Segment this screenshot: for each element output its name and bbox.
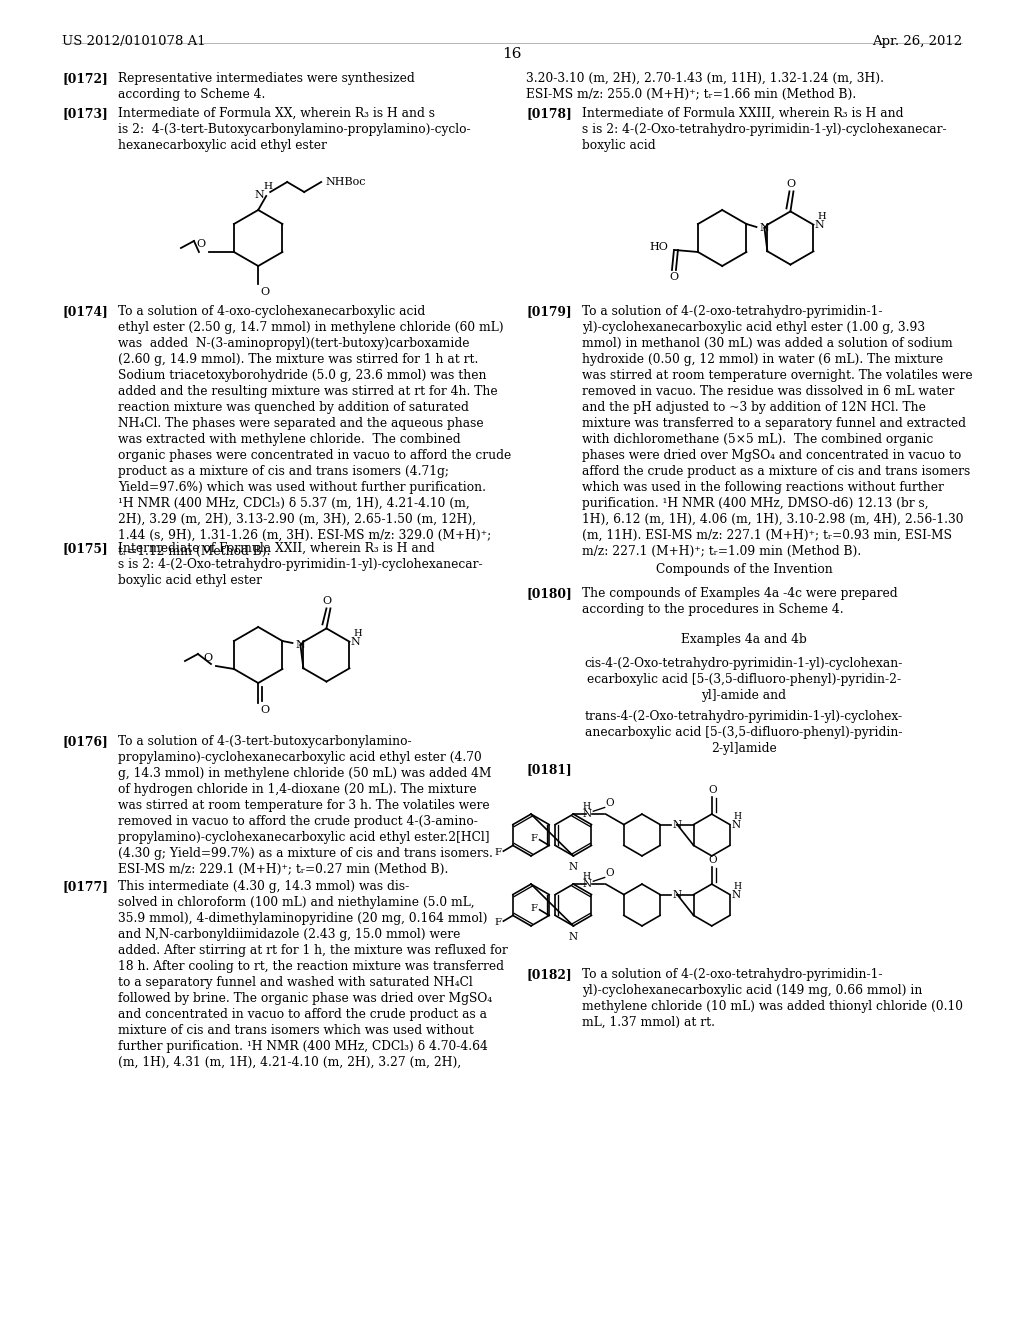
Text: To a solution of 4-(3-tert-butoxycarbonylamino-
propylamino)-cyclohexanecarboxyl: To a solution of 4-(3-tert-butoxycarbony…: [118, 735, 493, 876]
Text: N: N: [673, 820, 682, 829]
Text: 3.20-3.10 (m, 2H), 2.70-1.43 (m, 11H), 1.32-1.24 (m, 3H).
ESI-MS m/z: 255.0 (M+H: 3.20-3.10 (m, 2H), 2.70-1.43 (m, 11H), 1…: [526, 73, 884, 102]
Text: N: N: [582, 809, 591, 820]
Text: cis-4-(2-Oxo-tetrahydro-pyrimidin-1-yl)-cyclohexan-
ecarboxylic acid [5-(3,5-dif: cis-4-(2-Oxo-tetrahydro-pyrimidin-1-yl)-…: [585, 657, 903, 702]
Text: N: N: [582, 879, 591, 890]
Text: N: N: [568, 862, 578, 871]
Text: [0181]: [0181]: [526, 763, 571, 776]
Text: N: N: [254, 190, 264, 201]
Text: [0179]: [0179]: [526, 305, 571, 318]
Text: NHBoc: NHBoc: [326, 177, 366, 187]
Text: This intermediate (4.30 g, 14.3 mmol) was dis-
solved in chloroform (100 mL) and: This intermediate (4.30 g, 14.3 mmol) wa…: [118, 880, 508, 1069]
Text: N: N: [296, 640, 305, 649]
Text: 16: 16: [502, 48, 522, 61]
Text: trans-4-(2-Oxo-tetrahydro-pyrimidin-1-yl)-cyclohex-
anecarboxylic acid [5-(3,5-d: trans-4-(2-Oxo-tetrahydro-pyrimidin-1-yl…: [585, 710, 903, 755]
Text: O: O: [260, 705, 269, 715]
Text: O: O: [322, 597, 331, 606]
Text: Examples 4a and 4b: Examples 4a and 4b: [681, 634, 807, 645]
Text: H: H: [733, 882, 741, 891]
Text: F: F: [530, 904, 538, 913]
Text: O: O: [605, 799, 614, 808]
Text: N: N: [568, 932, 578, 941]
Text: O: O: [709, 855, 717, 865]
Text: O: O: [605, 869, 614, 878]
Text: F: F: [495, 917, 502, 927]
Text: N: N: [760, 223, 769, 234]
Text: [0175]: [0175]: [62, 543, 108, 554]
Text: [0182]: [0182]: [526, 968, 571, 981]
Text: F: F: [530, 834, 538, 843]
Text: US 2012/0101078 A1: US 2012/0101078 A1: [62, 36, 206, 48]
Text: N: N: [732, 890, 741, 899]
Text: O: O: [785, 180, 795, 189]
Text: Intermediate of Formula XXIII, wherein R₃ is H and
s is 2: 4-(2-Oxo-tetrahydro-p: Intermediate of Formula XXIII, wherein R…: [582, 107, 946, 152]
Text: O: O: [260, 286, 269, 297]
Text: Apr. 26, 2012: Apr. 26, 2012: [871, 36, 962, 48]
Text: To a solution of 4-oxo-cyclohexanecarboxylic acid
ethyl ester (2.50 g, 14.7 mmol: To a solution of 4-oxo-cyclohexanecarbox…: [118, 305, 511, 558]
Text: The compounds of Examples 4a -4c were prepared
according to the procedures in Sc: The compounds of Examples 4a -4c were pr…: [582, 587, 898, 616]
Text: H: H: [583, 873, 591, 882]
Text: F: F: [495, 847, 502, 857]
Text: O: O: [204, 653, 213, 663]
Text: Compounds of the Invention: Compounds of the Invention: [655, 564, 833, 576]
Text: [0173]: [0173]: [62, 107, 108, 120]
Text: To a solution of 4-(2-oxo-tetrahydro-pyrimidin-1-
yl)-cyclohexanecarboxylic acid: To a solution of 4-(2-oxo-tetrahydro-pyr…: [582, 968, 963, 1030]
Text: H: H: [733, 812, 741, 821]
Text: N: N: [732, 820, 741, 829]
Text: N: N: [673, 890, 682, 899]
Text: Intermediate of Formula XX, wherein R₃ is H and s
is 2:  4-(3-tert-Butoxycarbony: Intermediate of Formula XX, wherein R₃ i…: [118, 107, 471, 152]
Text: [0180]: [0180]: [526, 587, 571, 601]
Text: [0176]: [0176]: [62, 735, 108, 748]
Text: H: H: [264, 182, 272, 191]
Text: N: N: [814, 219, 824, 230]
Text: [0177]: [0177]: [62, 880, 108, 894]
Text: [0172]: [0172]: [62, 73, 108, 84]
Text: HO: HO: [649, 242, 668, 252]
Text: To a solution of 4-(2-oxo-tetrahydro-pyrimidin-1-
yl)-cyclohexanecarboxylic acid: To a solution of 4-(2-oxo-tetrahydro-pyr…: [582, 305, 973, 558]
Text: [0178]: [0178]: [526, 107, 571, 120]
Text: Intermediate of Formula XXII, wherein R₃ is H and
s is 2: 4-(2-Oxo-tetrahydro-py: Intermediate of Formula XXII, wherein R₃…: [118, 543, 482, 587]
Text: O: O: [197, 239, 206, 249]
Text: O: O: [670, 272, 679, 282]
Text: [0174]: [0174]: [62, 305, 108, 318]
Text: H: H: [353, 628, 362, 638]
Text: O: O: [709, 785, 717, 795]
Text: H: H: [583, 803, 591, 812]
Text: N: N: [350, 636, 360, 647]
Text: Representative intermediates were synthesized
according to Scheme 4.: Representative intermediates were synthe…: [118, 73, 415, 102]
Text: H: H: [817, 211, 826, 220]
